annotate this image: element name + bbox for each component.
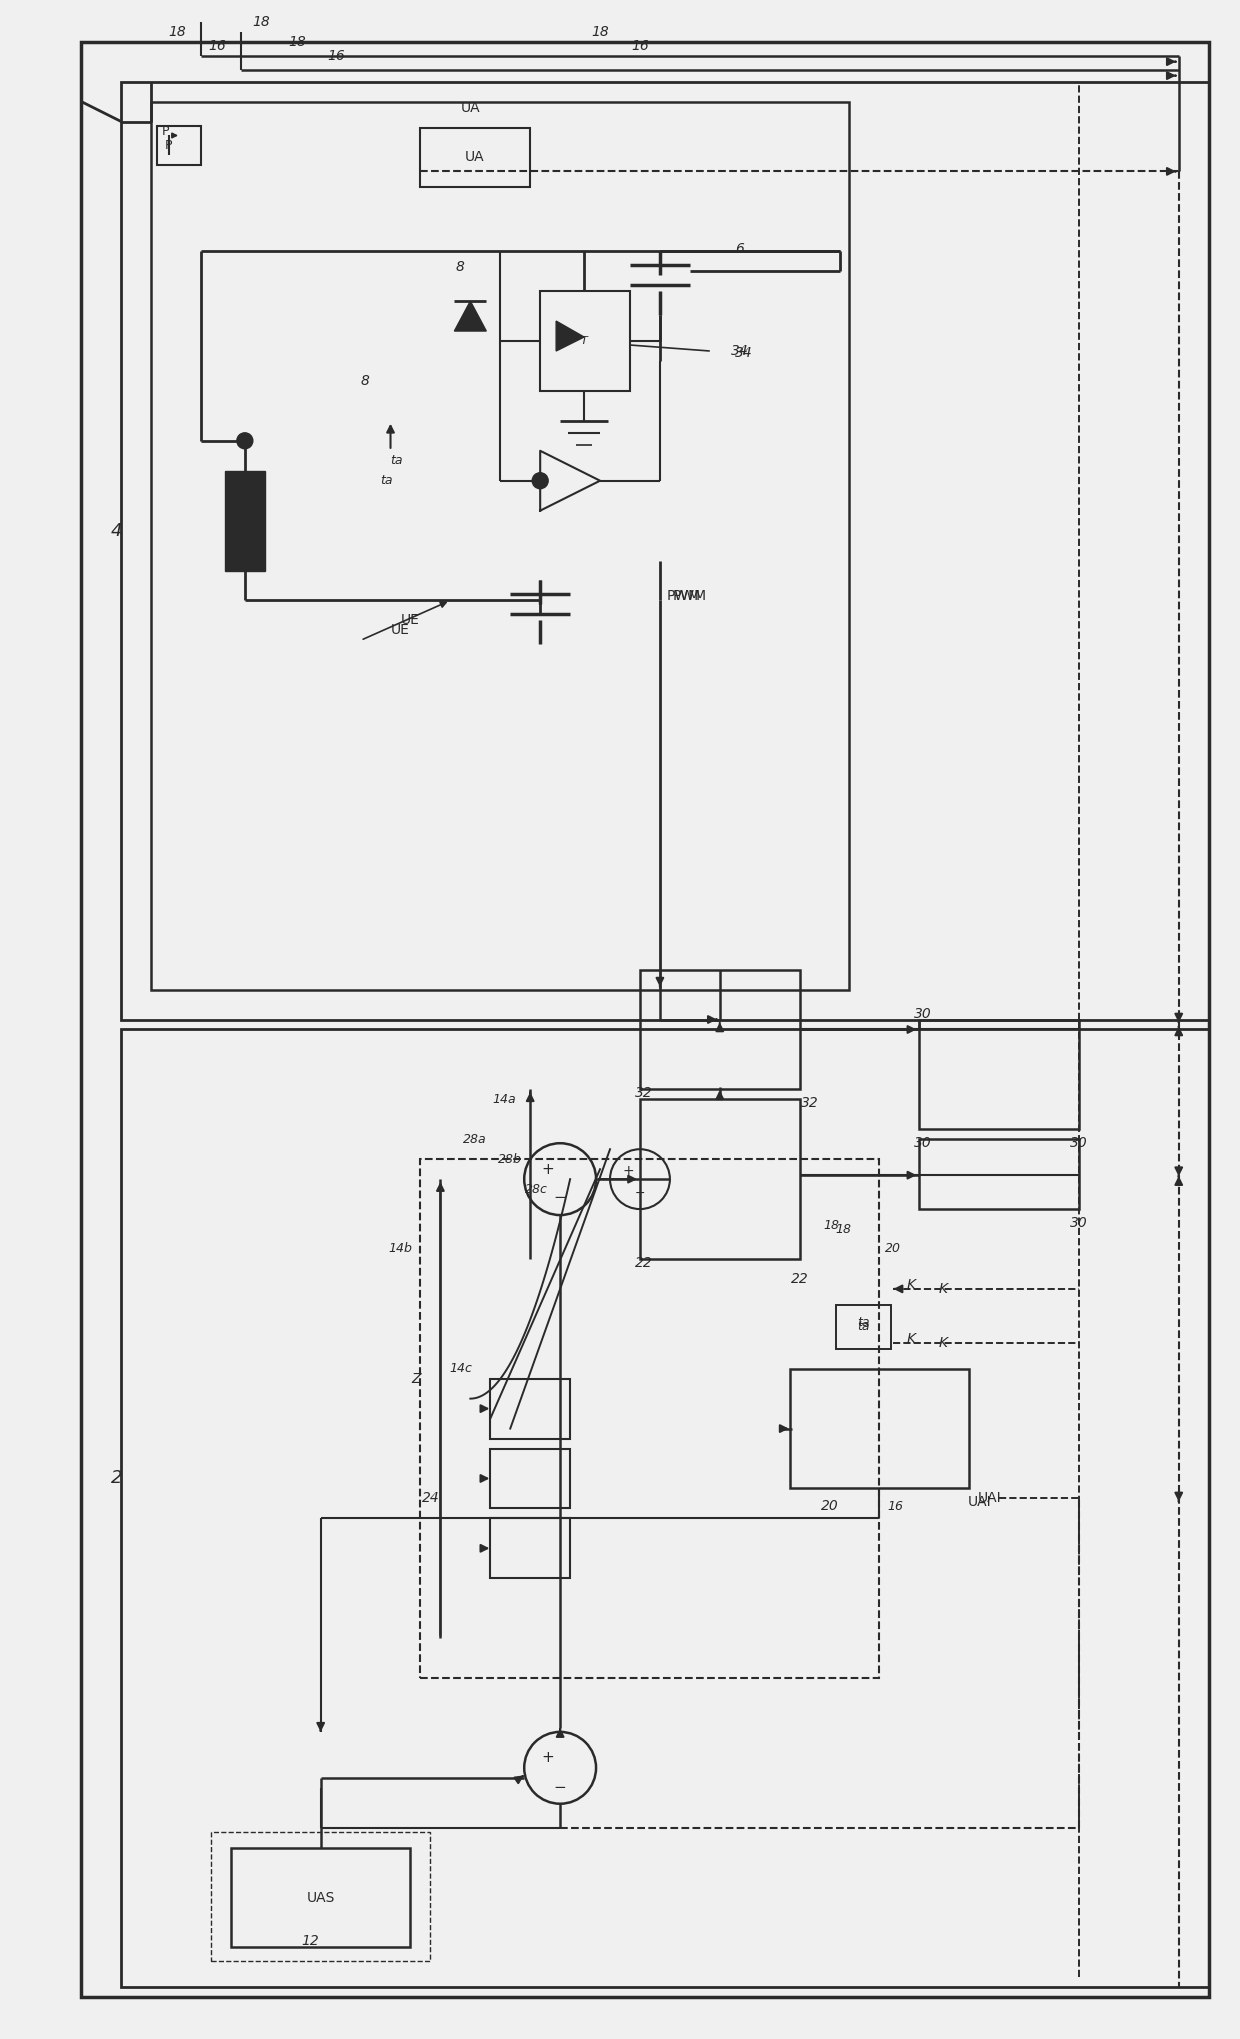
Bar xyxy=(490,1378,570,1440)
Text: 6: 6 xyxy=(735,243,744,257)
Text: 18: 18 xyxy=(823,1219,839,1232)
Text: K: K xyxy=(906,1278,916,1293)
Text: 28c: 28c xyxy=(525,1183,548,1195)
Bar xyxy=(420,128,531,188)
Text: 28b: 28b xyxy=(498,1152,522,1166)
Bar xyxy=(122,82,1209,1020)
Text: +: + xyxy=(542,1162,554,1177)
Bar xyxy=(490,1448,570,1509)
Text: UA: UA xyxy=(465,151,484,165)
Text: ta: ta xyxy=(391,455,403,467)
Text: 16: 16 xyxy=(631,39,649,53)
Text: 8: 8 xyxy=(360,373,370,387)
Text: P: P xyxy=(165,139,172,153)
Polygon shape xyxy=(454,302,486,330)
Text: UE: UE xyxy=(391,624,410,638)
Bar xyxy=(541,292,630,391)
Text: K: K xyxy=(939,1283,947,1297)
Text: 30: 30 xyxy=(914,1007,932,1020)
Text: ta: ta xyxy=(857,1317,869,1329)
Text: 24: 24 xyxy=(422,1491,439,1505)
Bar xyxy=(790,1368,970,1488)
Text: 8: 8 xyxy=(456,261,465,273)
Text: 32: 32 xyxy=(635,1087,652,1101)
Text: 20: 20 xyxy=(885,1242,901,1256)
Text: +: + xyxy=(622,1164,634,1179)
Text: K: K xyxy=(939,1336,947,1350)
Bar xyxy=(919,1140,1079,1209)
Text: −: − xyxy=(554,1780,567,1794)
Text: 32: 32 xyxy=(801,1097,818,1111)
Text: 14a: 14a xyxy=(492,1093,516,1105)
Text: −: − xyxy=(554,1189,567,1205)
Text: −: − xyxy=(635,1187,645,1199)
Text: 20: 20 xyxy=(821,1499,838,1513)
Text: 34: 34 xyxy=(730,345,749,359)
Bar xyxy=(157,126,201,165)
Text: +: + xyxy=(542,1749,554,1766)
Text: UAS: UAS xyxy=(306,1890,335,1904)
Text: UE: UE xyxy=(401,614,420,628)
Text: 16: 16 xyxy=(327,49,346,63)
Text: UAI: UAI xyxy=(967,1495,991,1509)
Text: 22: 22 xyxy=(635,1256,652,1270)
Bar xyxy=(151,102,849,989)
Text: UAI: UAI xyxy=(977,1491,1001,1505)
Text: 18: 18 xyxy=(591,24,609,39)
Bar xyxy=(420,1160,879,1678)
Text: Z: Z xyxy=(412,1372,422,1387)
Bar xyxy=(224,471,265,571)
Bar xyxy=(490,1519,570,1578)
Bar xyxy=(122,1030,1209,1988)
Text: 12: 12 xyxy=(301,1935,320,1949)
Bar xyxy=(231,1847,410,1947)
Circle shape xyxy=(532,473,548,489)
Text: K: K xyxy=(906,1331,916,1346)
Text: 14b: 14b xyxy=(388,1242,413,1256)
Text: 34: 34 xyxy=(735,347,753,361)
Text: 18: 18 xyxy=(288,35,305,49)
Text: T: T xyxy=(580,336,588,347)
Bar xyxy=(211,1831,430,1962)
Text: 28a: 28a xyxy=(463,1134,486,1146)
Text: 16: 16 xyxy=(888,1501,904,1513)
Text: PWM: PWM xyxy=(673,589,707,604)
Bar xyxy=(640,971,800,1089)
Text: UA: UA xyxy=(460,100,480,114)
Text: 18: 18 xyxy=(169,24,186,39)
Text: 14c: 14c xyxy=(449,1362,471,1374)
Text: 30: 30 xyxy=(1070,1136,1087,1150)
Text: 18: 18 xyxy=(252,14,269,29)
Text: P: P xyxy=(161,124,169,139)
Text: ta: ta xyxy=(381,475,393,487)
Bar xyxy=(640,1099,800,1258)
Bar xyxy=(836,1305,892,1348)
Text: ta: ta xyxy=(857,1321,869,1334)
Text: 4: 4 xyxy=(112,522,123,540)
Text: 18: 18 xyxy=(836,1223,852,1236)
Text: PWM: PWM xyxy=(667,589,701,604)
Text: 30: 30 xyxy=(1070,1215,1087,1230)
Text: 30: 30 xyxy=(914,1136,932,1150)
Circle shape xyxy=(237,432,253,449)
Text: 16: 16 xyxy=(208,39,226,53)
Text: 22: 22 xyxy=(791,1272,808,1287)
Text: 2: 2 xyxy=(112,1470,123,1488)
Bar xyxy=(919,1020,1079,1130)
Polygon shape xyxy=(557,320,584,351)
